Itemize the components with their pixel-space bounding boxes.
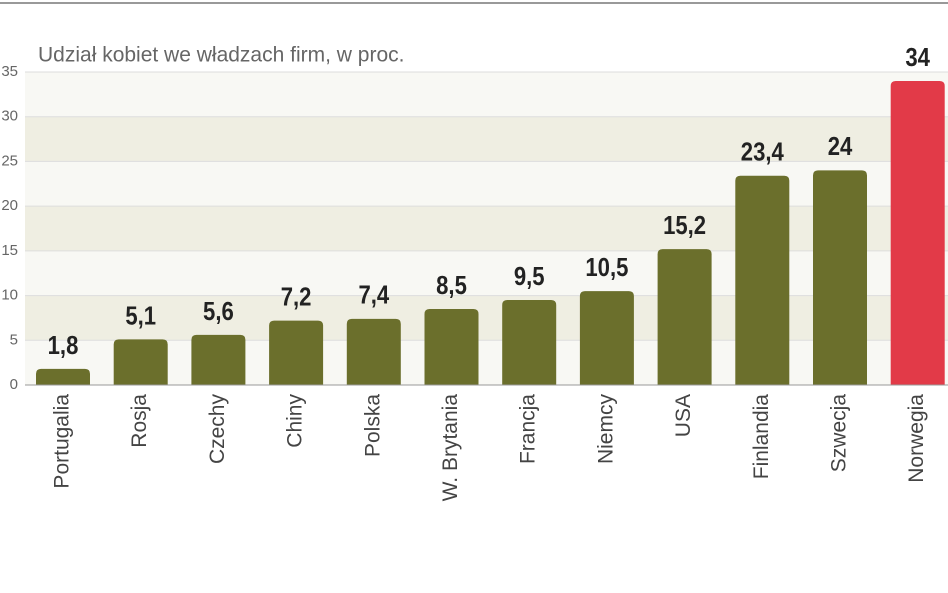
y-tick-label: 5 [10,331,18,348]
bar [890,80,945,385]
grid-band [25,161,948,207]
value-label: 15,2 [663,211,706,240]
y-tick-label: 35 [1,63,18,80]
y-tick-label: 20 [1,197,18,214]
value-label: 8,5 [436,271,467,300]
value-label: 1,8 [48,331,79,360]
bar [813,170,867,385]
bar [113,339,168,385]
value-label: 5,1 [125,302,156,331]
bar [346,318,401,385]
grid-band [25,340,948,385]
y-tick-label: 0 [10,376,18,393]
x-tick-label: Polska [361,394,384,457]
y-tick-label: 15 [1,242,18,259]
x-tick-label: Norwegia [905,394,928,483]
x-tick-label: Portugalia [51,394,74,489]
x-tick-label: USA [672,394,695,437]
value-label: 10,5 [585,253,628,282]
bar [424,308,479,385]
bar [36,368,90,385]
bar [269,320,324,385]
value-label: 34 [905,43,930,72]
x-tick-label: Niemcy [594,394,617,465]
chart-title: Udział kobiet we władzach firm, w proc. [38,44,404,67]
x-tick-label: Finlandia [750,394,773,480]
value-label: 24 [828,133,853,162]
bar [579,291,634,385]
value-label: 7,4 [358,281,389,310]
bar [735,175,790,385]
grid-band [25,250,948,296]
grid-band [25,206,948,251]
grid-band [25,72,948,117]
grid-band [25,116,948,162]
x-tick-label: Szwecja [828,394,851,473]
bar [502,300,557,385]
x-tick-label: Chiny [284,394,307,448]
y-tick-label: 10 [1,287,18,304]
bar [657,249,712,385]
value-label: 5,6 [203,297,234,326]
value-label: 7,2 [281,283,312,312]
value-label: 23,4 [741,138,785,167]
x-tick-label: Francja [517,394,540,464]
x-tick-label: Rosja [128,394,151,448]
x-tick-label: Czechy [206,394,229,465]
grid-band [25,295,948,341]
y-tick-label: 30 [1,108,18,125]
y-tick-label: 25 [1,152,18,169]
bar [191,334,246,385]
value-label: 9,5 [514,262,545,291]
x-tick-label: W. Brytania [439,394,462,502]
